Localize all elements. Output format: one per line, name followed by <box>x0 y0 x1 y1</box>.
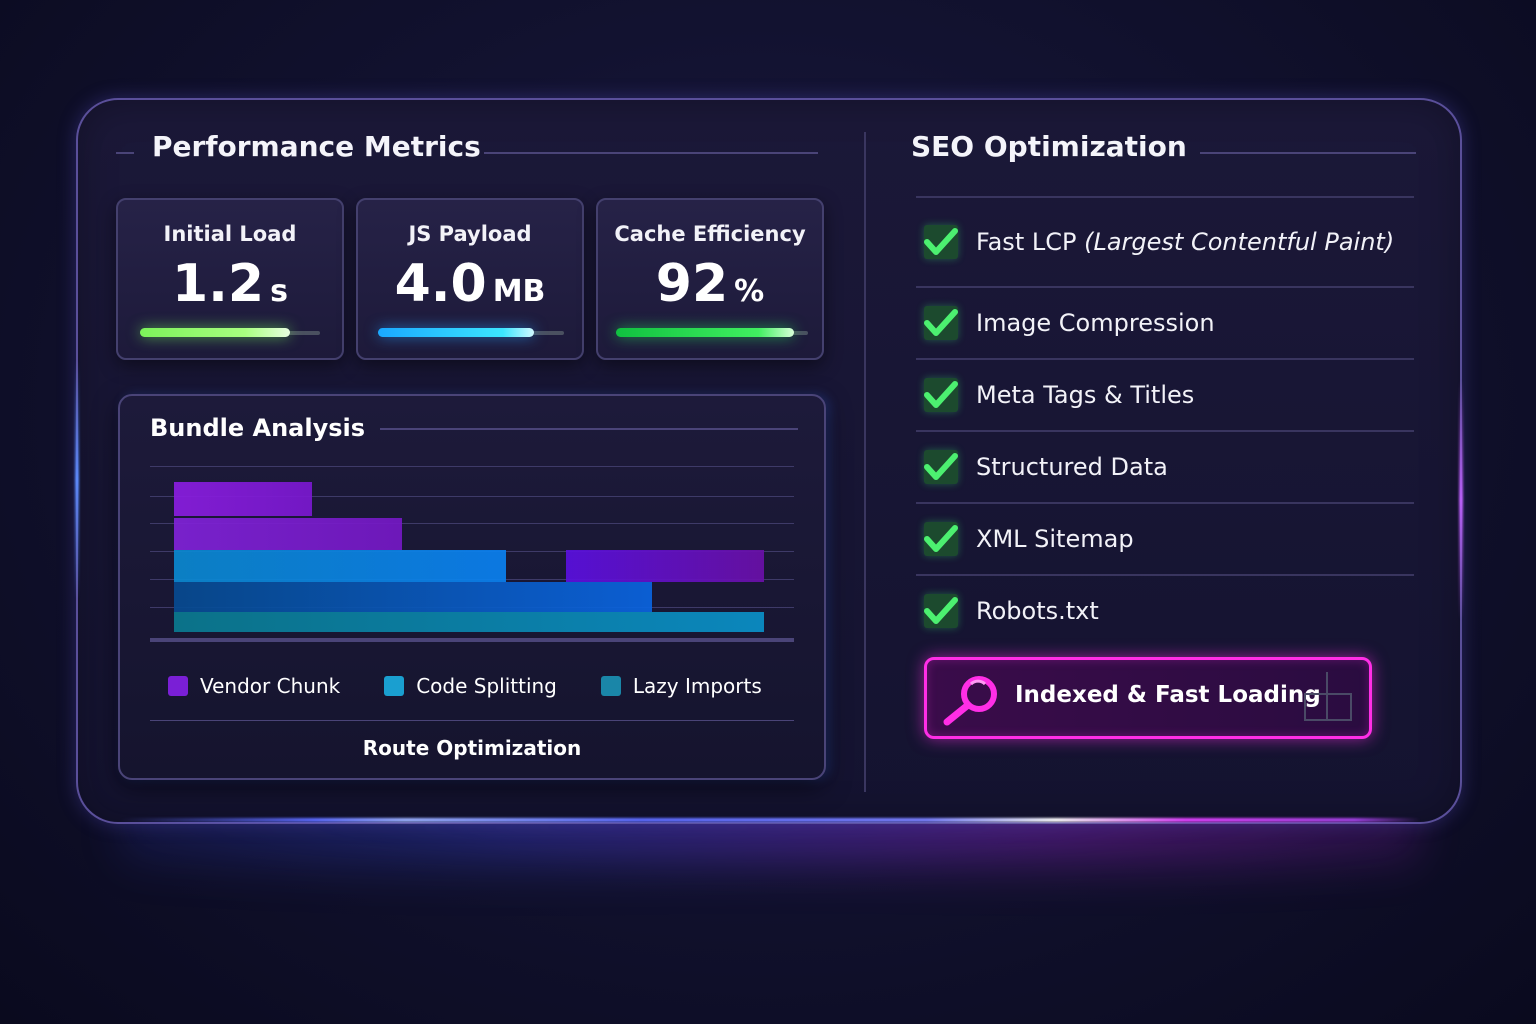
bundle-bar-chart <box>150 466 794 642</box>
checkmark-icon <box>924 450 958 484</box>
seo-item-xml-sitemap: XML Sitemap <box>916 502 1414 574</box>
seo-item-fast-lcp: Fast LCP (Largest Contentful Paint) <box>916 196 1414 286</box>
legend-swatch <box>384 676 405 696</box>
bundle-analysis-panel: Bundle Analysis Vendor Chunk Code Splitt… <box>118 394 826 780</box>
bar-vendor-chunk-1 <box>174 482 312 516</box>
performance-title: Performance Metrics <box>152 130 481 163</box>
metric-card-cache-efficiency: Cache Efficiency 92% <box>596 198 824 360</box>
gridline <box>150 523 794 524</box>
bar-code-splitting-2 <box>174 582 652 612</box>
legend-label: Code Splitting <box>416 674 557 698</box>
checkmark-icon <box>924 306 958 340</box>
metric-value: 1.2 s <box>172 254 288 314</box>
legend-item-code-splitting: Code Splitting <box>384 674 557 698</box>
metric-label: Cache Efficiency <box>614 222 806 246</box>
bar-vendor-chunk-3 <box>566 550 764 582</box>
legend-item-lazy-imports: Lazy Imports <box>600 674 762 698</box>
metric-label: Initial Load <box>163 222 297 246</box>
checkmark-icon <box>924 225 958 259</box>
gridline <box>150 466 794 467</box>
grid-icon <box>1303 672 1355 726</box>
title-rule <box>484 152 818 154</box>
indexed-status-badge[interactable]: Indexed & Fast Loading <box>924 657 1372 739</box>
gridline <box>150 496 794 497</box>
legend-label: Lazy Imports <box>632 674 762 698</box>
seo-item-image-compression: Image Compression <box>916 286 1414 358</box>
progress-bar <box>378 328 534 337</box>
bar-code-splitting-1 <box>174 550 506 582</box>
title-rule <box>1200 152 1416 154</box>
metric-card-initial-load: Initial Load 1.2 s <box>116 198 344 360</box>
checkmark-icon <box>924 378 958 412</box>
bundle-title: Bundle Analysis <box>150 414 366 442</box>
progress-bar <box>140 328 290 337</box>
legend-label: Vendor Chunk <box>200 674 341 698</box>
title-rule <box>380 428 798 430</box>
chart-axis <box>150 638 794 642</box>
seo-item-robots: Robots.txt <box>916 574 1414 646</box>
legend-swatch <box>600 676 621 696</box>
progress-bar <box>616 328 794 337</box>
metric-card-js-payload: JS Payload 4.0 MB <box>356 198 584 360</box>
title-dash <box>116 152 134 154</box>
route-optimization-label: Route Optimization <box>362 736 582 760</box>
chart-legend: Vendor Chunk Code Splitting Lazy Imports <box>168 674 762 698</box>
bar-lazy-imports <box>174 612 764 632</box>
seo-item-structured-data: Structured Data <box>916 430 1414 502</box>
seo-item-meta-tags: Meta Tags & Titles <box>916 358 1414 430</box>
divider <box>150 720 794 721</box>
legend-item-vendor-chunk: Vendor Chunk <box>168 674 340 698</box>
legend-swatch <box>168 676 188 696</box>
search-icon <box>935 670 1005 734</box>
badge-label: Indexed & Fast Loading <box>1015 682 1321 708</box>
metric-value: 4.0 MB <box>394 254 546 314</box>
checkmark-icon <box>924 522 958 556</box>
seo-checklist: Fast LCP (Largest Contentful Paint) Imag… <box>916 196 1414 646</box>
neon-edge-light <box>120 818 1420 822</box>
metric-label: JS Payload <box>408 222 532 246</box>
metric-value: 92% <box>655 254 765 314</box>
seo-title: SEO Optimization <box>911 130 1187 163</box>
bar-vendor-chunk-2 <box>174 518 402 550</box>
column-divider <box>864 132 866 792</box>
checkmark-icon <box>924 594 958 628</box>
